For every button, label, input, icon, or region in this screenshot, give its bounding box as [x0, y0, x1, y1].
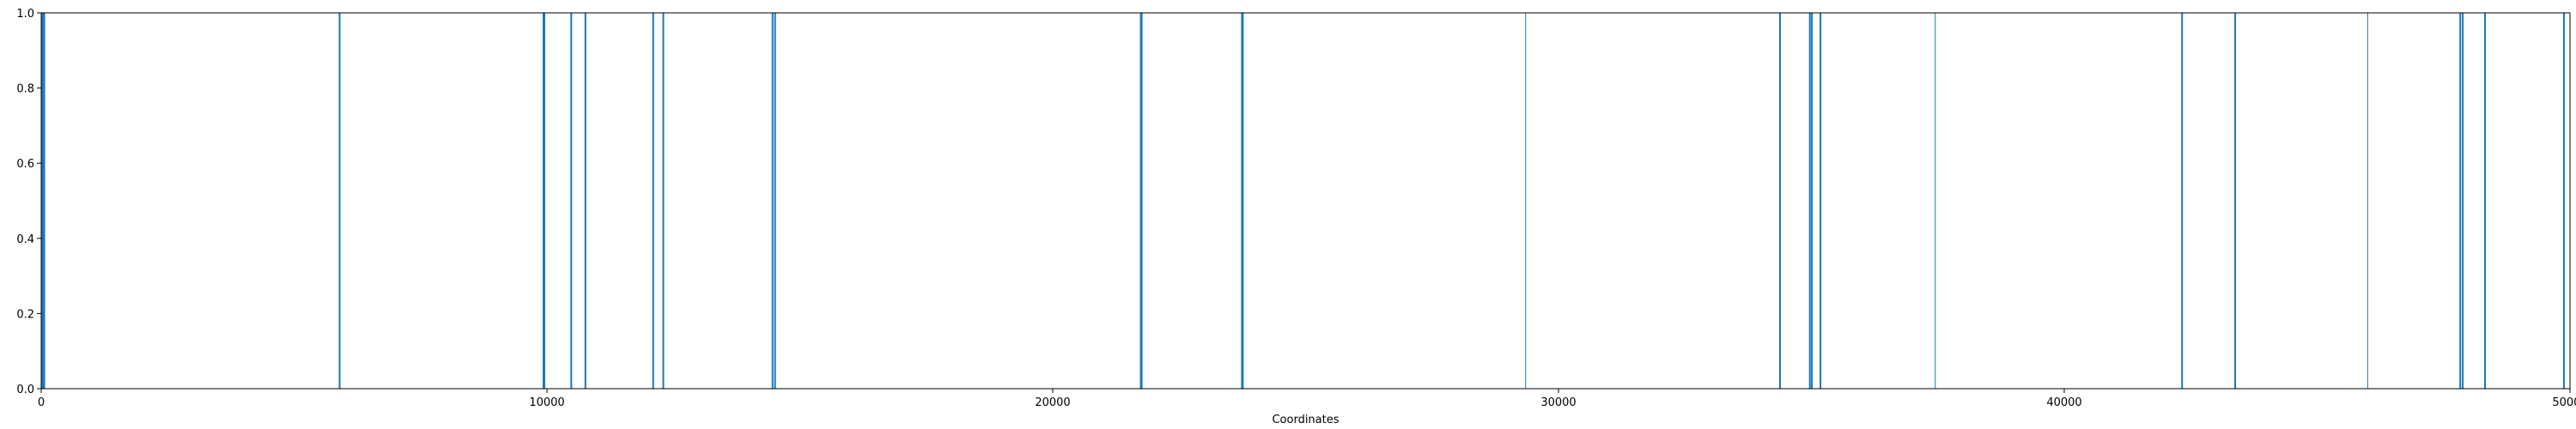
event-bar [43, 13, 46, 389]
y-tick-label: 0.2 [16, 308, 34, 321]
y-tick-label: 0.0 [16, 384, 34, 396]
event-bar [2462, 13, 2464, 389]
x-tick-label: 10000 [529, 396, 564, 409]
x-tick-label: 20000 [1035, 396, 1070, 409]
event-bar [1778, 13, 1781, 389]
event-bar [1525, 13, 1527, 389]
y-tick-label: 0.8 [16, 83, 34, 96]
event-bar [2459, 13, 2462, 389]
x-tick-label: 50000 [2552, 396, 2576, 409]
y-tick-label: 0.4 [16, 233, 34, 246]
x-tick-label: 40000 [2046, 396, 2081, 409]
y-tick-label: 0.6 [16, 158, 34, 171]
event-bar [1808, 13, 1811, 389]
event-bar [774, 13, 776, 389]
event-bar [662, 13, 665, 389]
event-bar [652, 13, 654, 389]
event-bar [40, 13, 44, 389]
event-bar [338, 13, 341, 389]
event-bar [570, 13, 573, 389]
x-axis-label: Coordinates [1272, 414, 1339, 426]
event-bar [1820, 13, 1822, 389]
plot-frame [40, 12, 2571, 390]
event-bar [1811, 13, 1814, 389]
y-tick-label: 1.0 [16, 8, 34, 21]
x-tick-label: 0 [38, 396, 45, 409]
event-bars [40, 13, 2565, 389]
event-bar [1241, 13, 1244, 389]
event-bar [542, 13, 545, 389]
event-bar [1139, 13, 1143, 389]
event-bar [771, 13, 774, 389]
event-bar [584, 13, 586, 389]
event-bar [2181, 13, 2184, 389]
event-bar [2562, 13, 2565, 389]
x-tick-label: 30000 [1540, 396, 1576, 409]
event-bar [2234, 13, 2237, 389]
x-axis-ticks: 0 10000 20000 30000 40000 50000 [38, 389, 2576, 409]
y-axis-ticks: 0.0 0.2 0.4 0.6 0.8 1.0 [16, 8, 41, 396]
event-bar [2366, 13, 2368, 389]
event-bar [2484, 13, 2487, 389]
